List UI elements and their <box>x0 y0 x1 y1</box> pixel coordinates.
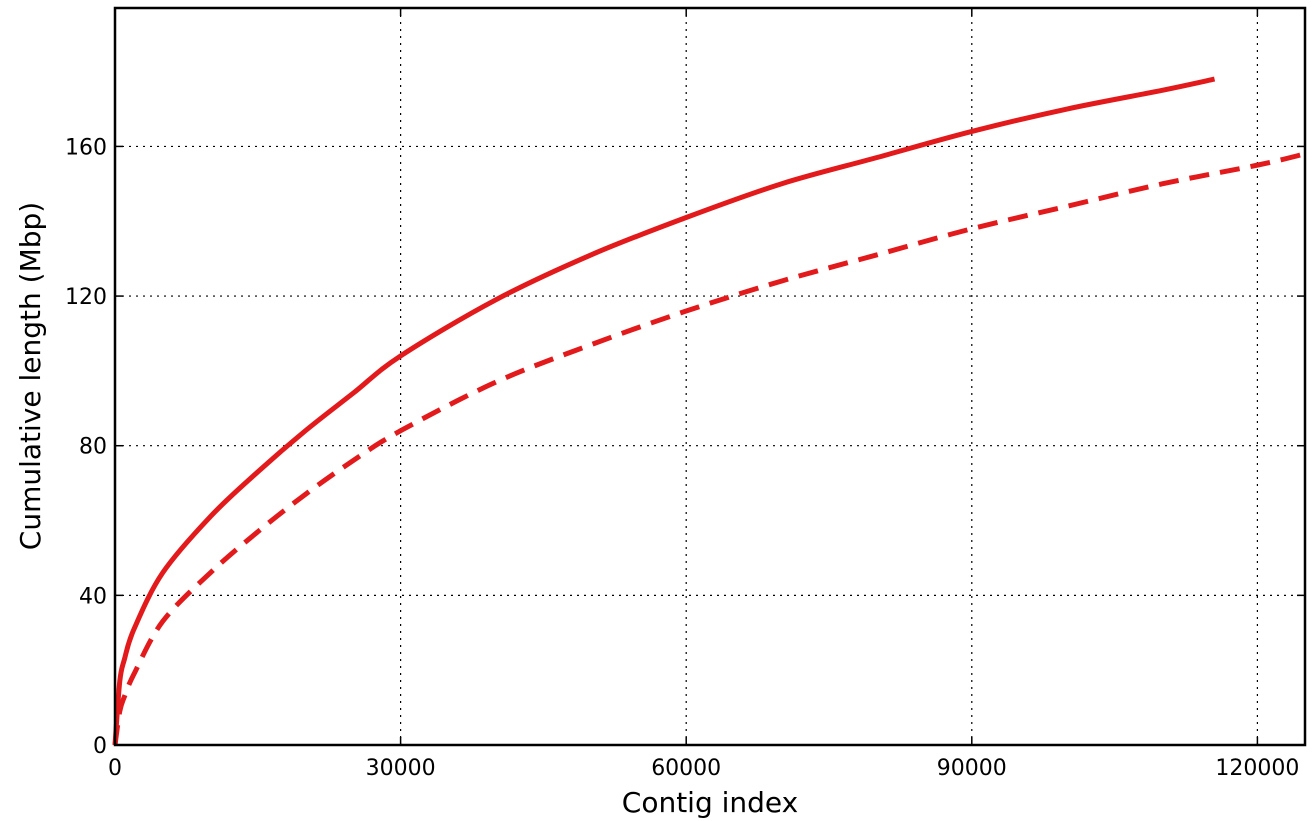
ticks <box>114 8 1305 746</box>
y-tick-label: 40 <box>79 584 107 609</box>
x-tick-label: 120000 <box>1215 756 1299 781</box>
series-line-solid <box>112 76 1216 746</box>
grid <box>115 8 1305 745</box>
y-tick-label: 120 <box>65 285 107 310</box>
y-axis-label: Cumulative length (Mbp) <box>14 202 47 550</box>
x-axis-label: Contig index <box>622 786 798 819</box>
series-layer <box>112 76 1306 746</box>
tick-labels: 0 30000 60000 90000 120000 0 40 80 120 160 <box>65 135 1299 781</box>
x-tick-label: 60000 <box>651 756 721 781</box>
y-tick-label: 160 <box>65 135 107 160</box>
y-tick-label: 0 <box>93 734 107 759</box>
x-tick-label: 30000 <box>366 756 436 781</box>
x-tick-label: 90000 <box>937 756 1007 781</box>
plot-frame <box>113 6 1307 747</box>
series-line-dashed <box>112 151 1306 746</box>
y-tick-label: 80 <box>79 435 107 460</box>
x-tick-label: 0 <box>108 756 122 781</box>
